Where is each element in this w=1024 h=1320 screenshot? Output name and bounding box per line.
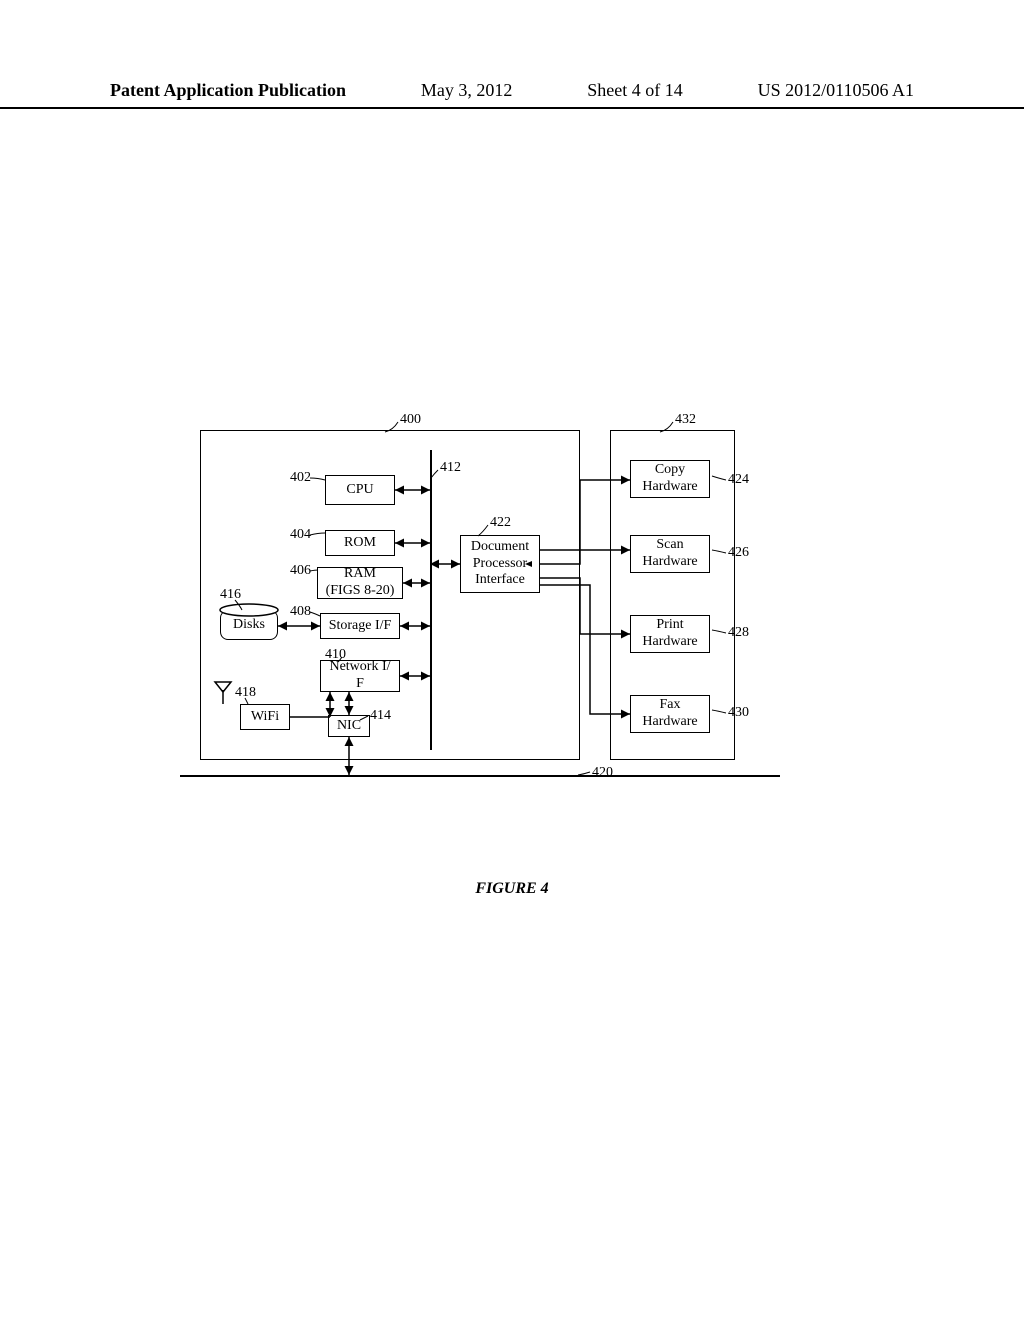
- page-header: Patent Application Publication May 3, 20…: [0, 80, 1024, 109]
- label-storage: Storage I/F: [329, 618, 392, 635]
- box-scan-hardware: ScanHardware: [630, 535, 710, 573]
- box-network-if: Network I/F: [320, 660, 400, 692]
- physical-interconnect-line: [180, 775, 780, 777]
- ref-406: 406: [290, 563, 311, 579]
- ref-432: 432: [675, 412, 696, 428]
- box-disks: Disks: [220, 610, 278, 640]
- header-publication: Patent Application Publication: [110, 80, 346, 101]
- label-cpu: CPU: [346, 482, 373, 499]
- ref-402: 402: [290, 470, 311, 486]
- label-copyhw: CopyHardware: [642, 462, 697, 496]
- label-scanhw: ScanHardware: [642, 537, 697, 571]
- ref-410: 410: [325, 647, 346, 663]
- ref-422: 422: [490, 515, 511, 531]
- ref-428: 428: [728, 625, 749, 641]
- ref-400: 400: [400, 412, 421, 428]
- figure-caption: FIGURE 4: [0, 880, 1024, 898]
- label-faxhw: FaxHardware: [642, 697, 697, 731]
- header-sheet: Sheet 4 of 14: [587, 80, 682, 101]
- ref-412: 412: [440, 460, 461, 476]
- ref-418: 418: [235, 685, 256, 701]
- box-cpu: CPU: [325, 475, 395, 505]
- label-docproc: DocumentProcessorInterface: [471, 539, 529, 589]
- ref-408: 408: [290, 604, 311, 620]
- box-copy-hardware: CopyHardware: [630, 460, 710, 498]
- ref-420: 420: [592, 765, 613, 781]
- label-rom: ROM: [344, 535, 376, 552]
- bus-line: [430, 450, 432, 750]
- ref-414: 414: [370, 708, 391, 724]
- label-nic: NIC: [337, 718, 361, 735]
- box-nic: NIC: [328, 715, 370, 737]
- ref-426: 426: [728, 545, 749, 561]
- label-wifi: WiFi: [251, 709, 279, 726]
- ref-424: 424: [728, 472, 749, 488]
- diagram: CPU ROM RAM(FIGS 8-20) Storage I/F Netwo…: [180, 420, 860, 820]
- header-docnum: US 2012/0110506 A1: [758, 80, 914, 101]
- box-rom: ROM: [325, 530, 395, 556]
- ref-404: 404: [290, 527, 311, 543]
- label-printhw: PrintHardware: [642, 617, 697, 651]
- label-network: Network I/F: [329, 659, 390, 693]
- box-print-hardware: PrintHardware: [630, 615, 710, 653]
- ref-430: 430: [728, 705, 749, 721]
- box-doc-processor-interface: DocumentProcessorInterface: [460, 535, 540, 593]
- label-ram: RAM(FIGS 8-20): [326, 566, 395, 600]
- box-ram: RAM(FIGS 8-20): [317, 567, 403, 599]
- box-wifi: WiFi: [240, 704, 290, 730]
- box-storage-if: Storage I/F: [320, 613, 400, 639]
- header-date: May 3, 2012: [421, 80, 513, 101]
- label-disks: Disks: [233, 617, 265, 634]
- box-fax-hardware: FaxHardware: [630, 695, 710, 733]
- ref-416: 416: [220, 587, 241, 603]
